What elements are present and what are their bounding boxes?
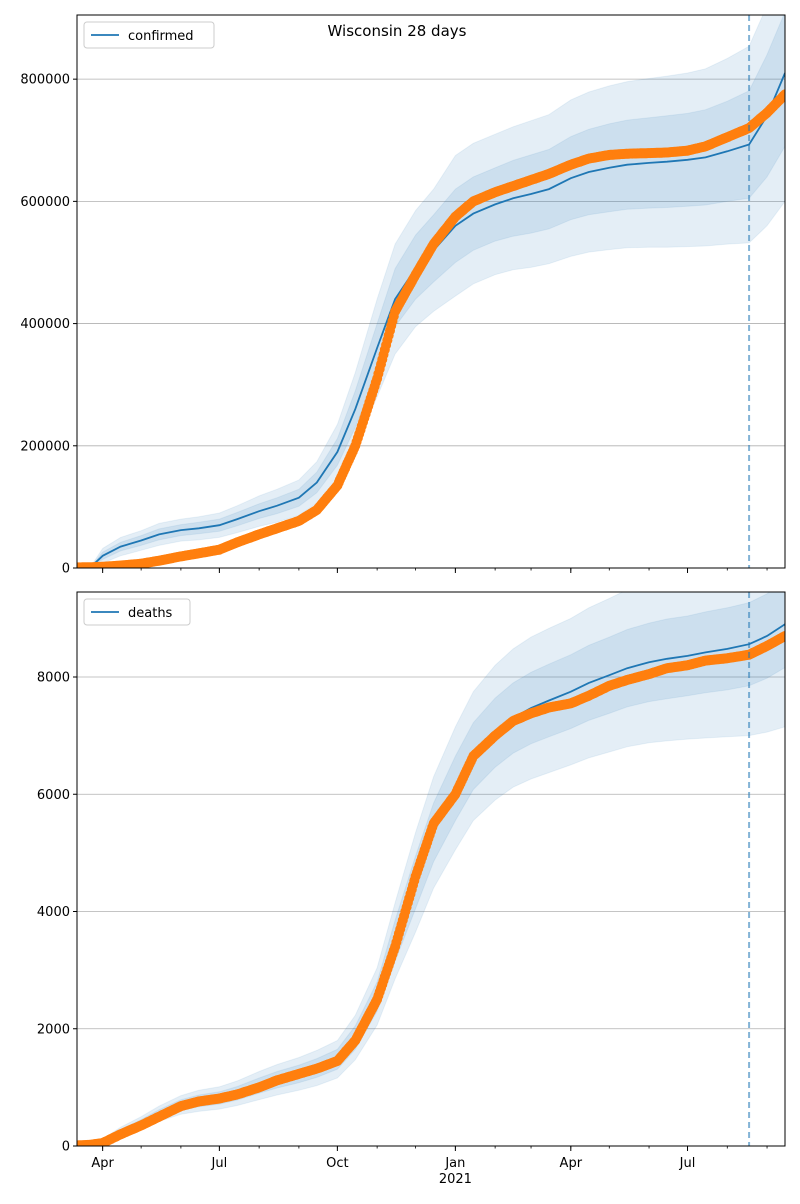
legend-confirmed: confirmed	[83, 21, 215, 49]
x-tick-label: Apr	[91, 1156, 114, 1171]
panel-confirmed: 0 200000 400000 600000 800000 confirmed	[20, 14, 786, 577]
y-tick-label: 0	[62, 1140, 70, 1155]
x-tick-label: Jan	[444, 1156, 465, 1171]
chart-title: Wisconsin 28 days	[328, 22, 467, 40]
y-tick-label: 600000	[20, 195, 70, 210]
legend-deaths: deaths	[83, 598, 191, 626]
legend-label: confirmed	[128, 29, 194, 44]
y-tick-label: 2000	[37, 1022, 70, 1037]
legend-box	[83, 598, 191, 626]
uncertainty-band-outer	[77, 592, 785, 1146]
observed-series-confirmed	[77, 89, 785, 568]
legend-box	[83, 21, 215, 49]
x-tick-year-label: 2021	[439, 1172, 472, 1187]
legend-label: deaths	[128, 606, 173, 621]
x-tick-label: Oct	[326, 1156, 348, 1171]
observed-point	[780, 630, 785, 641]
uncertainty-band-inner	[77, 592, 785, 1146]
y-tick-label: 0	[62, 562, 70, 577]
y-tick-label: 8000	[37, 671, 70, 686]
plot-area-confirmed	[77, 15, 785, 568]
y-tick-label: 4000	[37, 905, 70, 920]
axes-frame	[76, 591, 786, 1147]
observed-series-deaths	[77, 630, 785, 1146]
observed-point	[780, 89, 785, 100]
y-tick-label: 400000	[20, 317, 70, 332]
x-tick-label: Jul	[211, 1156, 228, 1171]
x-tick-label: Jul	[679, 1156, 696, 1171]
x-tick-label: Apr	[560, 1156, 583, 1171]
y-tick-label: 200000	[20, 439, 70, 454]
y-tick-label: 6000	[37, 788, 70, 803]
plot-area-deaths	[77, 592, 785, 1146]
axes-frame	[76, 14, 786, 569]
y-tick-label: 800000	[20, 73, 70, 88]
